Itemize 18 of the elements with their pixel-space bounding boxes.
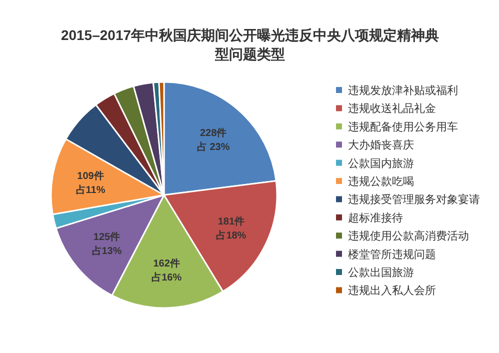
legend-label: 违规收送礼品礼金: [348, 102, 436, 116]
legend-label: 违规发放津补贴或福利: [348, 84, 458, 97]
chart-title: 2015–2017年中秋国庆期间公开曝光违反中央八项规定精神典型问题类型: [60, 27, 440, 62]
legend-label: 违规公款吃喝: [348, 175, 414, 188]
legend-label: 楼堂管所违规问题: [348, 248, 436, 261]
legend-label: 公款出国旅游: [348, 266, 414, 279]
data-label: 125件占13%: [92, 230, 122, 257]
legend-label: 违规接受管理服务对象宴请: [348, 193, 480, 206]
legend-label: 超标准接待: [348, 211, 403, 224]
legend-label: 公款国内旅游: [348, 156, 414, 170]
data-label: 228件占 23%: [196, 127, 230, 154]
legend-label: 违规出入私人会所: [348, 284, 436, 298]
data-label: 109件占11%: [76, 170, 106, 196]
legend-label: 违规使用公款高消费活动: [348, 230, 469, 243]
data-label: 181件占18%: [216, 215, 246, 242]
data-label: 162件占16%: [152, 258, 182, 284]
legend-label: 违规配备使用公务用车: [348, 120, 458, 134]
legend-label: 大办婚丧喜庆: [348, 138, 414, 152]
